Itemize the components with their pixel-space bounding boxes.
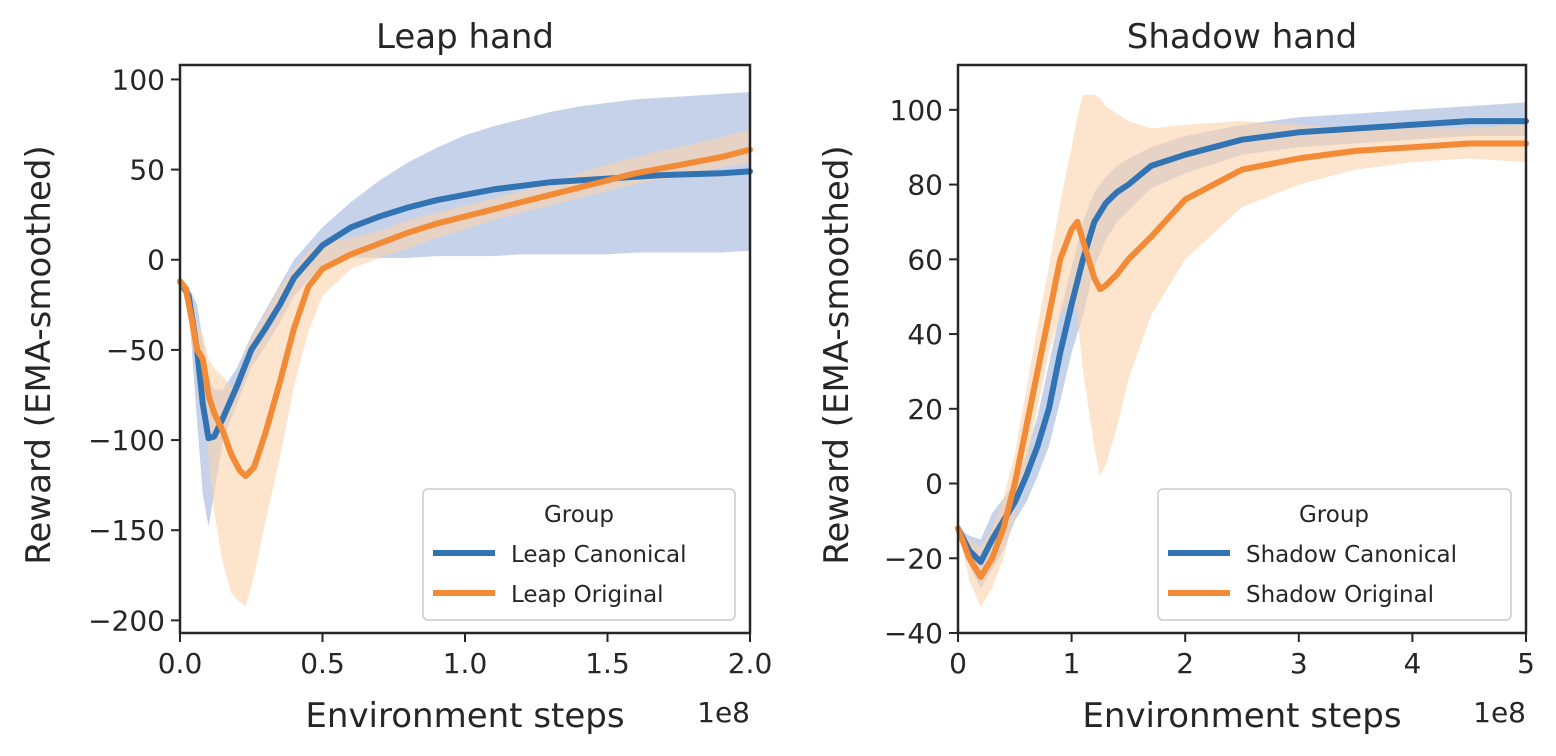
y-axis-label: Reward (EMA-smoothed): [817, 145, 857, 564]
plot-frame: [178, 63, 752, 635]
band-leap-canonical: [180, 92, 750, 527]
x-tick-label: 1.0: [443, 647, 488, 680]
legend-title: Group: [1299, 502, 1369, 528]
legend-label-shadow-original: Shadow Original: [1246, 582, 1434, 608]
legend-box: [1157, 488, 1512, 621]
x-tick-label: 0.0: [158, 647, 203, 680]
x-axis-label: Environment steps: [1082, 696, 1401, 736]
x-tick-label: 1.5: [585, 647, 630, 680]
x-tick-label: 4: [1403, 647, 1421, 680]
x-tick-label: 2.0: [728, 647, 773, 680]
legend: Group Leap Canonical Leap Original: [422, 488, 736, 621]
y-tick-label: 0: [925, 468, 943, 501]
ticks-layer: 0.0 0.5 1.0 1.5 2.0 −200 −150 −100 −50 0 50 100: [88, 63, 772, 680]
bands-layer: [958, 94, 1526, 607]
line-leap-original: [177, 146, 753, 480]
lines-layer: [955, 118, 1529, 580]
y-tick-label: 80: [907, 169, 943, 202]
chart-title: Leap hand: [376, 17, 554, 57]
x-tick-label: 0.5: [300, 647, 345, 680]
x-axis-label: Environment steps: [305, 696, 624, 736]
legend: Group Shadow Canonical Shadow Original: [1157, 488, 1512, 621]
y-tick-label: 50: [129, 154, 165, 187]
x-axis-offset-label: 1e8: [1473, 696, 1526, 729]
legend-label-leap-original: Leap Original: [511, 582, 664, 608]
y-tick-label: 100: [890, 94, 943, 127]
y-tick-label: −150: [88, 514, 165, 547]
shadow-hand-panel: Shadow hand Environment steps 1e8 Reward…: [817, 17, 1535, 736]
x-tick-label: 0: [949, 647, 967, 680]
y-tick-label: 40: [907, 318, 943, 351]
line-shadow-original: [955, 140, 1529, 580]
plot-frame: [956, 63, 1528, 635]
x-tick-label: 3: [1290, 647, 1308, 680]
ticks-layer: 0 1 2 3 4 5 −40 −20 0 20 40 60 80 100: [884, 94, 1535, 680]
y-tick-label: −50: [106, 334, 165, 367]
lines-layer: [177, 146, 753, 480]
legend-title: Group: [544, 502, 614, 528]
legend-box: [422, 488, 736, 621]
x-tick-label: 2: [1176, 647, 1194, 680]
y-tick-label: 0: [147, 244, 165, 277]
y-tick-label: 20: [907, 393, 943, 426]
x-axis-offset-label: 1e8: [697, 696, 750, 729]
y-tick-label: −100: [88, 424, 165, 457]
y-tick-label: 60: [907, 243, 943, 276]
y-tick-label: 100: [112, 63, 165, 96]
chart-title: Shadow hand: [1127, 17, 1357, 57]
leap-hand-panel: Leap hand Environment steps 1e8 Reward (…: [19, 17, 772, 736]
y-axis-label: Reward (EMA-smoothed): [19, 145, 59, 564]
band-shadow-original: [958, 94, 1526, 607]
y-tick-label: −20: [884, 542, 943, 575]
legend-label-leap-canonical: Leap Canonical: [511, 542, 686, 568]
legend-label-shadow-canonical: Shadow Canonical: [1246, 542, 1457, 568]
x-tick-label: 1: [1063, 647, 1081, 680]
y-tick-label: −40: [884, 617, 943, 650]
y-tick-label: −200: [88, 604, 165, 637]
x-tick-label: 5: [1517, 647, 1535, 680]
